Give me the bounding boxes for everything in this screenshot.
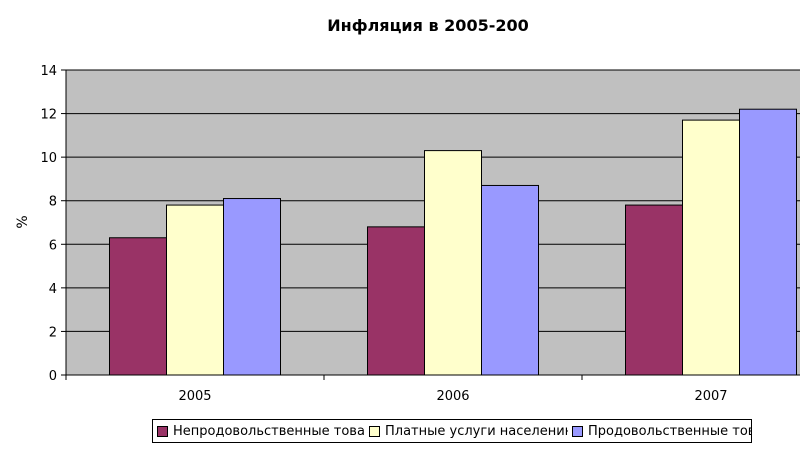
y-tick-label: 12 (40, 108, 57, 123)
bar (682, 119, 740, 376)
x-tick-label: 2007 (694, 389, 727, 404)
legend: Непродовольственные товары Платные услуг… (152, 419, 752, 443)
y-tick-label: 2 (49, 325, 57, 340)
y-tick-label: 6 (49, 238, 57, 253)
legend-label: Непродовольственные товары (173, 423, 365, 439)
legend-swatch-nonfood (157, 425, 168, 437)
plot-area: 0 2 4 6 8 10 12 14 2005 2006 2007 (40, 64, 800, 404)
bar (424, 150, 482, 376)
legend-label: Платные услуги населению (385, 423, 568, 439)
legend-item: Платные услуги населению (365, 424, 568, 439)
bar (625, 204, 683, 376)
legend-item: Продовольственные товары (568, 423, 751, 439)
legend-item: Непродовольственные товары (153, 424, 365, 439)
x-tick-label: 2005 (178, 389, 211, 404)
y-tick-label: 0 (49, 369, 57, 384)
y-tick-label: 8 (49, 195, 57, 210)
bar (109, 237, 167, 376)
x-tick-label: 2006 (436, 389, 469, 404)
y-tick-label: 10 (40, 151, 57, 166)
bar (739, 108, 797, 376)
chart-title: Инфляция в 2005-200 (327, 16, 529, 35)
y-tick-label: 14 (40, 64, 57, 79)
y-tick-label: 4 (49, 282, 57, 297)
legend-swatch-food (572, 425, 583, 437)
y-axis-label: % (15, 215, 31, 228)
legend-swatch-services (369, 425, 380, 437)
bar (223, 198, 281, 376)
bar (367, 226, 425, 376)
legend-label: Продовольственные товары (588, 423, 751, 439)
bar (166, 204, 224, 376)
bar (481, 184, 539, 376)
